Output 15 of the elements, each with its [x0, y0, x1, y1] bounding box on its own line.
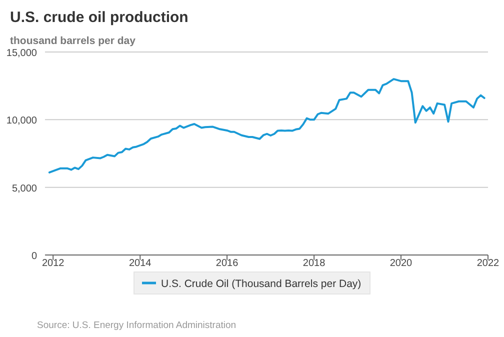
- legend-label: U.S. Crude Oil (Thousand Barrels per Day): [161, 278, 362, 290]
- x-tick-label: 2014: [129, 258, 152, 269]
- y-tick-label: 5,000: [12, 183, 38, 194]
- y-tick-label: 0: [31, 251, 38, 262]
- chart-title: U.S. crude oil production: [10, 9, 188, 26]
- y-tick-label: 15,000: [6, 48, 38, 59]
- source-note: Source: U.S. Energy Information Administration: [37, 320, 236, 331]
- line-series: [48, 78, 486, 174]
- chart-subtitle: thousand barrels per day: [10, 35, 136, 47]
- x-tick-label: 2018: [302, 258, 326, 269]
- x-tick-label: 2020: [390, 258, 413, 269]
- x-tick-label: 2022: [476, 258, 500, 269]
- x-tick-label: 2016: [216, 258, 239, 269]
- y-tick-label: 10,000: [6, 116, 38, 127]
- x-tick-label: 2012: [42, 258, 65, 269]
